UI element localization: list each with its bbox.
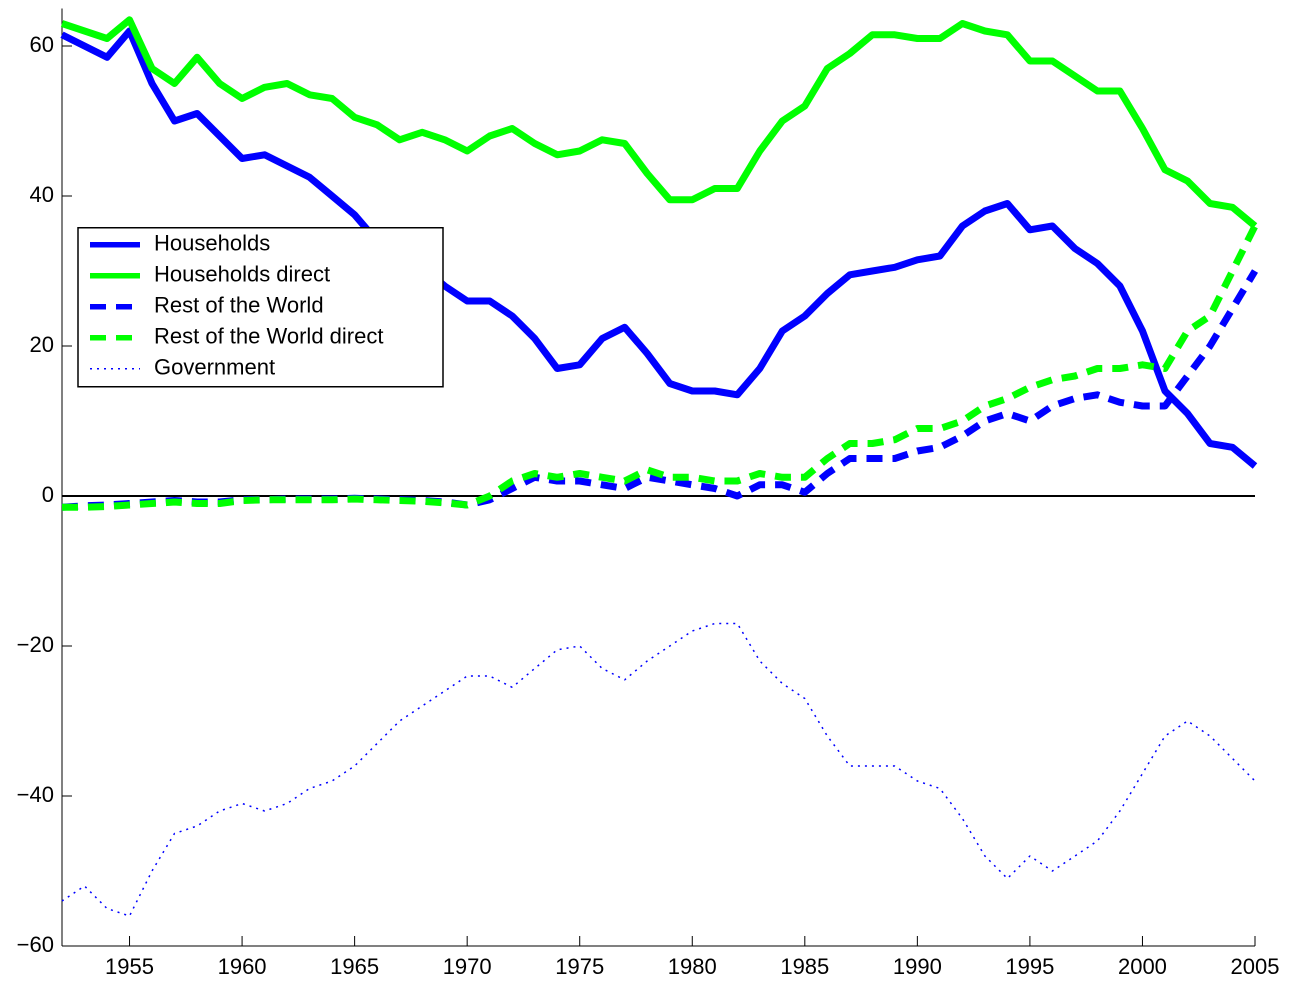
x-tick-label: 1965 [330,954,379,979]
legend-box [77,227,444,388]
x-tick-label: 1995 [1005,954,1054,979]
x-tick-label: 1975 [555,954,604,979]
legend-label: Rest of the World direct [154,324,383,349]
x-tick-label: 2000 [1118,954,1167,979]
x-tick-label: 1985 [780,954,829,979]
y-tick-label: 0 [42,482,54,507]
y-tick-label: −40 [17,782,54,807]
x-tick-label: 1960 [218,954,267,979]
y-tick-label: 20 [30,332,54,357]
y-tick-label: 40 [30,182,54,207]
y-tick-label: 60 [30,32,54,57]
series-line [62,224,1259,511]
series-line [60,16,1258,229]
x-tick-label: 1990 [893,954,942,979]
x-tick-label: 2005 [1231,954,1280,979]
y-tick-label: −20 [17,632,54,657]
series-line [61,269,1259,511]
legend-label: Government [154,355,275,380]
legend-label: Households direct [154,262,330,287]
legend-label: Rest of the World [154,293,324,318]
series-line [60,27,1258,469]
x-tick-label: 1980 [668,954,717,979]
legend-label: Households [154,231,270,256]
series-line [61,622,1256,917]
y-tick-label: −60 [17,932,54,957]
x-tick-label: 1970 [443,954,492,979]
legend: Households Households direct Rest of the W… [77,227,444,388]
x-tick-label: 1955 [105,954,154,979]
